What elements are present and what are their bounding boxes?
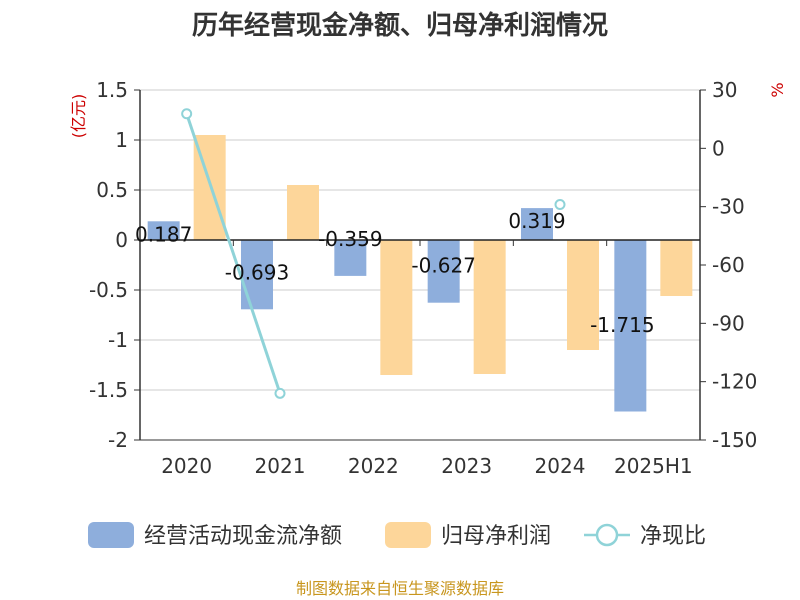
- cashflow-data-label: -0.627: [411, 254, 475, 278]
- left-unit-label: (亿元): [69, 94, 88, 139]
- right-tick-label: 30: [712, 78, 737, 102]
- left-tick-label: 1: [115, 128, 128, 152]
- right-tick-label: -120: [712, 370, 757, 394]
- ratio-line-segment: [185, 113, 282, 394]
- category-label: 2021: [255, 454, 306, 478]
- legend-label: 经营活动现金流净额: [144, 524, 342, 549]
- cashflow-data-label: -0.359: [318, 227, 382, 251]
- right-tick-label: -150: [712, 428, 757, 452]
- cashflow-data-label: 0.187: [135, 222, 192, 246]
- cashflow-data-label: 0.319: [508, 209, 565, 233]
- category-label: 2024: [535, 454, 586, 478]
- category-label: 2025H1: [614, 454, 693, 478]
- left-tick-label: 1.5: [96, 78, 128, 102]
- left-tick-label: 0: [115, 228, 128, 252]
- left-tick-label: 0.5: [96, 178, 128, 202]
- legend-swatch: [385, 522, 431, 548]
- ratio-point: [274, 387, 286, 399]
- axes: [134, 89, 706, 441]
- source-note: 制图数据来自恒生聚源数据库: [296, 579, 504, 598]
- right-tick-label: -90: [712, 311, 745, 335]
- cashflow-data-label: -1.715: [590, 313, 654, 337]
- right-tick-label: 0: [712, 136, 725, 160]
- cashflow-bar: [241, 240, 273, 310]
- left-tick-label: -2: [108, 428, 128, 452]
- net-profit-bar: [473, 240, 506, 374]
- ratio-point: [181, 108, 193, 120]
- cashflow-bar: [614, 240, 647, 412]
- data-labels: 0.187 -0.693 -0.359 -0.627 0.319 -1.715: [135, 209, 655, 337]
- net-profit-bar: [287, 185, 319, 240]
- left-tick-label: -1.5: [89, 378, 128, 402]
- left-tick-label: -0.5: [89, 278, 128, 302]
- cashflow-bar: [147, 221, 180, 240]
- right-tick-label: -30: [712, 195, 745, 219]
- net-profit-bar: [380, 240, 413, 375]
- category-label: 2020: [161, 454, 212, 478]
- legend-label: 归母净利润: [441, 524, 551, 549]
- left-tick-label: -1: [108, 328, 128, 352]
- cashflow-bar: [427, 240, 460, 303]
- net-profit-bar: [567, 240, 599, 350]
- chart-title: 历年经营现金净额、归母净利润情况: [192, 10, 608, 41]
- ratio-point: [554, 199, 566, 211]
- category-label: 2023: [441, 454, 492, 478]
- tick-labels: 1.5 1 0.5 0 -0.5 -1 -1.5 -2 30 0 -30 -60 -90 -120 -150…: [89, 78, 757, 478]
- net-profit-bar: [660, 240, 693, 296]
- legend-marker: [595, 523, 619, 547]
- cashflow-data-label: -0.693: [225, 260, 289, 284]
- ratio-line: [181, 108, 566, 399]
- right-tick-label: -60: [712, 253, 745, 277]
- legend-swatch: [88, 522, 134, 548]
- right-unit-label: %: [768, 82, 787, 97]
- legend-label: 净现比: [640, 524, 706, 549]
- bars: [147, 135, 693, 412]
- cashflow-bar: [334, 240, 367, 276]
- cashflow-bar: [521, 208, 553, 240]
- category-label: 2022: [348, 454, 399, 478]
- legend: 经营活动现金流净额 归母净利润 净现比: [88, 522, 706, 549]
